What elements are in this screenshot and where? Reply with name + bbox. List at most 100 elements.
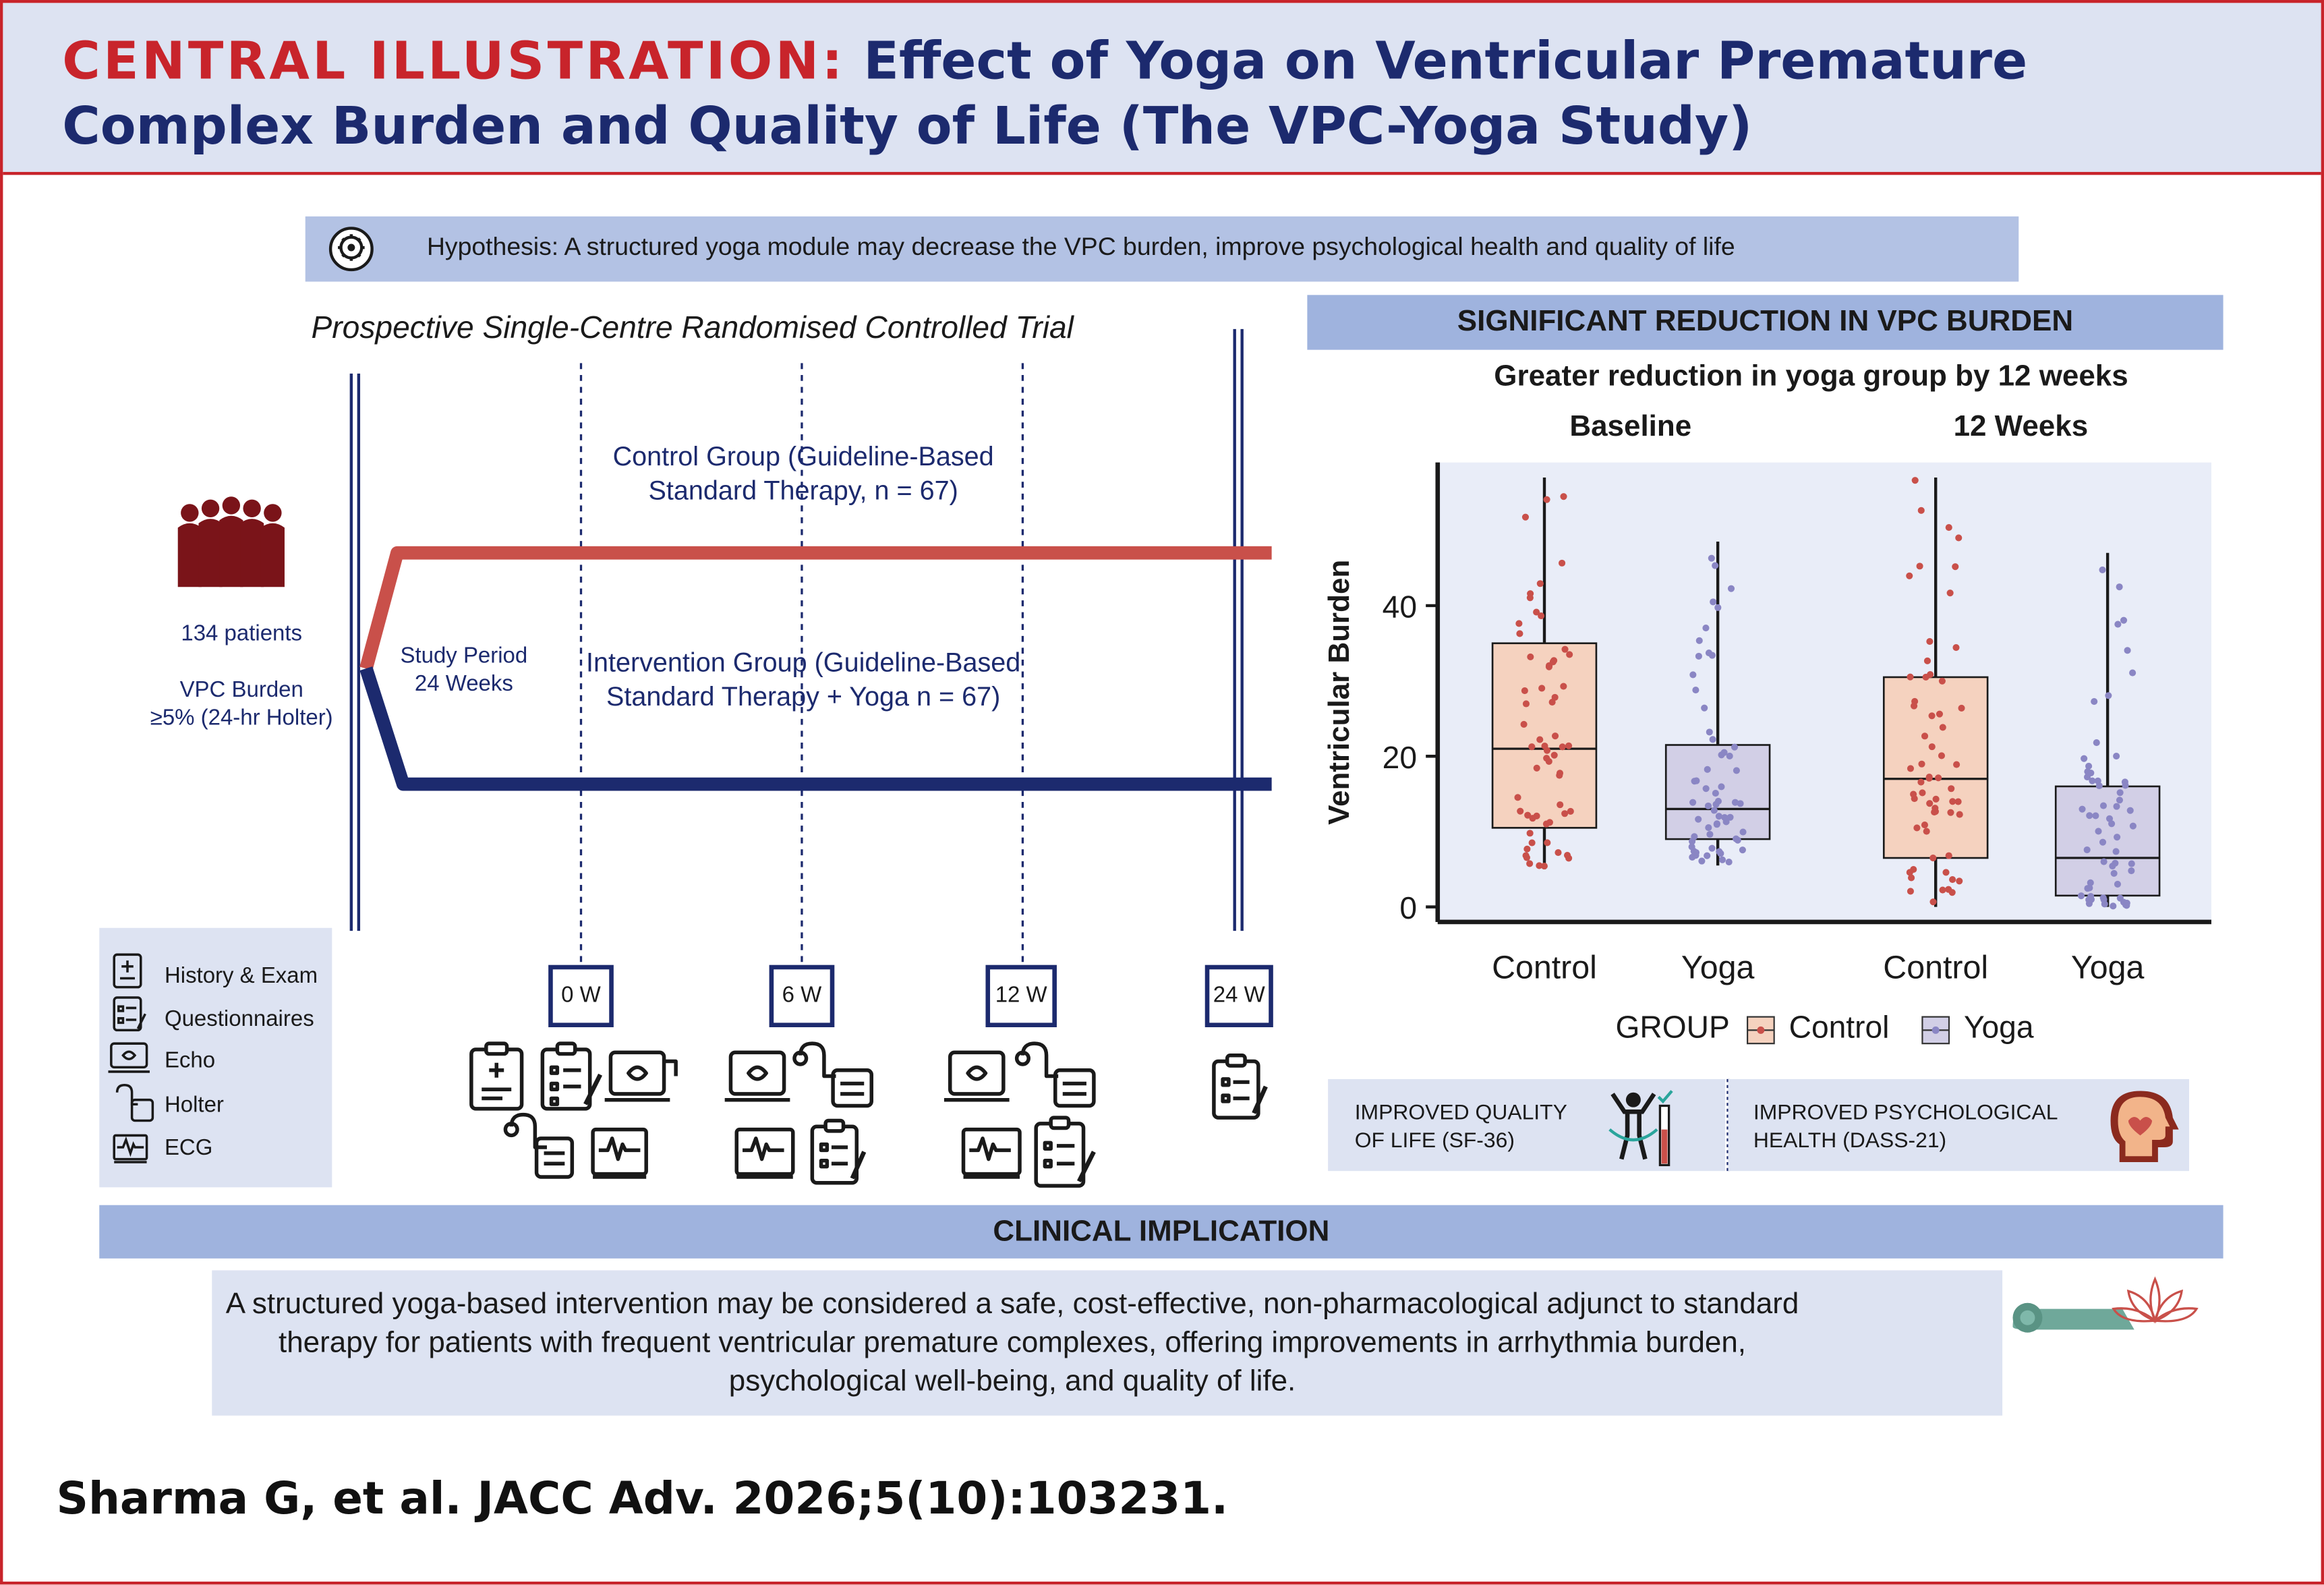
data-point	[2114, 834, 2121, 841]
data-point	[1516, 630, 1523, 637]
data-point	[1526, 830, 1534, 837]
assessment-legend: History & Exam Questionnaires Echo Holte…	[99, 927, 332, 1188]
data-point	[1733, 835, 1740, 842]
data-point	[2094, 777, 2101, 784]
data-point	[1928, 743, 1936, 751]
data-point	[1911, 795, 1918, 803]
data-point	[2101, 900, 2108, 908]
y-tick-label: 40	[1383, 589, 1417, 624]
panel-label-12-weeks: 12 Weeks	[1953, 410, 2089, 444]
control-group-line2: Standard Therapy, n = 67)	[648, 476, 958, 506]
implication-line2: therapy for patients with frequent ventr…	[279, 1326, 1746, 1360]
ecg-machine-icon	[961, 1127, 1022, 1179]
data-point	[1708, 554, 1715, 562]
data-point	[1907, 765, 1915, 772]
data-point	[1712, 790, 1719, 797]
data-point	[2122, 901, 2130, 909]
data-point	[2112, 848, 2120, 855]
data-point	[1691, 778, 1698, 785]
x-category-label: Yoga	[1681, 949, 1755, 985]
data-point	[1916, 563, 1923, 570]
data-point	[1733, 767, 1740, 774]
clipboard-medical-icon	[113, 953, 142, 989]
data-point	[1538, 685, 1546, 692]
data-point	[2091, 698, 2098, 705]
data-point	[1704, 766, 1711, 773]
timepoint-6w: 6 W	[769, 964, 835, 1028]
clinical-implication-banner: CLINICAL IMPLICATION	[99, 1205, 2224, 1259]
data-point	[1923, 657, 1931, 664]
data-point	[2095, 828, 2102, 835]
data-point	[1945, 852, 1952, 859]
data-point	[1550, 657, 1558, 664]
intervention-arm-line	[359, 666, 1272, 791]
data-point	[1923, 828, 1930, 835]
data-point	[1907, 874, 1915, 882]
patients-count: 134 patients	[181, 621, 303, 647]
data-point	[1952, 643, 1960, 652]
data-point	[1913, 824, 1921, 832]
data-point	[1946, 589, 1954, 597]
data-point	[1528, 839, 1536, 846]
data-point	[1929, 898, 1937, 906]
data-point	[1540, 863, 1548, 870]
data-point	[1917, 778, 1925, 786]
data-point	[1907, 673, 1914, 681]
outcome-quality-of-life: IMPROVED QUALITY OF LIFE (SF-36)	[1328, 1078, 1726, 1172]
data-point	[1692, 848, 1700, 857]
data-point	[1543, 755, 1550, 762]
data-point	[1705, 650, 1713, 657]
data-point	[1716, 848, 1723, 855]
data-point	[1527, 653, 1534, 660]
mental-health-head-icon	[2110, 1091, 2179, 1162]
data-point	[1543, 496, 1550, 503]
assessment-icons	[108, 953, 154, 1163]
intervention-group-line2: Standard Therapy + Yoga n = 67)	[606, 681, 1001, 712]
data-point	[1708, 844, 1716, 852]
data-point	[2110, 902, 2117, 910]
data-point	[1939, 886, 1946, 894]
data-point	[1704, 852, 1711, 859]
data-point	[1524, 811, 1532, 819]
trial-design-title: Prospective Single-Centre Randomised Con…	[311, 311, 1074, 346]
data-point	[2089, 777, 2096, 784]
data-point	[1514, 794, 1521, 801]
questionnaire-icon	[810, 1118, 867, 1185]
timepoint-24w: 24 W	[1204, 964, 1273, 1028]
citation: Sharma G, et al. JACC Adv. 2026;5(10):10…	[56, 1473, 1229, 1526]
data-point	[2122, 782, 2129, 789]
legend-history-exam: History & Exam	[164, 963, 318, 989]
data-point	[1715, 813, 1722, 820]
data-point	[1555, 849, 1562, 857]
data-point	[2084, 885, 2091, 892]
data-point	[2129, 669, 2137, 676]
data-point	[1731, 743, 1739, 751]
data-point	[1721, 813, 1729, 822]
data-point	[2105, 815, 2114, 822]
data-point	[2128, 860, 2135, 867]
data-point	[2116, 583, 2123, 591]
data-point	[2114, 880, 2121, 888]
data-point	[2084, 768, 2091, 776]
ecg-machine-icon	[734, 1127, 795, 1179]
data-point	[1919, 789, 1926, 797]
data-point	[1921, 732, 1929, 740]
data-point	[2081, 755, 2088, 762]
data-point	[1689, 671, 1697, 679]
data-point	[1556, 770, 1564, 777]
data-point	[2099, 838, 2107, 846]
data-point	[1720, 749, 1728, 756]
y-tick-label: 20	[1383, 740, 1417, 775]
data-point	[1563, 851, 1571, 859]
data-point	[1527, 590, 1534, 598]
data-point	[2087, 879, 2094, 886]
implication-line3: psychological well-being, and quality of…	[728, 1365, 1296, 1398]
data-point	[2128, 867, 2135, 875]
panel-label-baseline: Baseline	[1569, 410, 1692, 444]
data-point	[2113, 752, 2120, 760]
data-point	[1561, 645, 1569, 653]
data-point	[1695, 637, 1703, 644]
data-point	[1561, 810, 1569, 817]
data-point	[1559, 743, 1566, 751]
